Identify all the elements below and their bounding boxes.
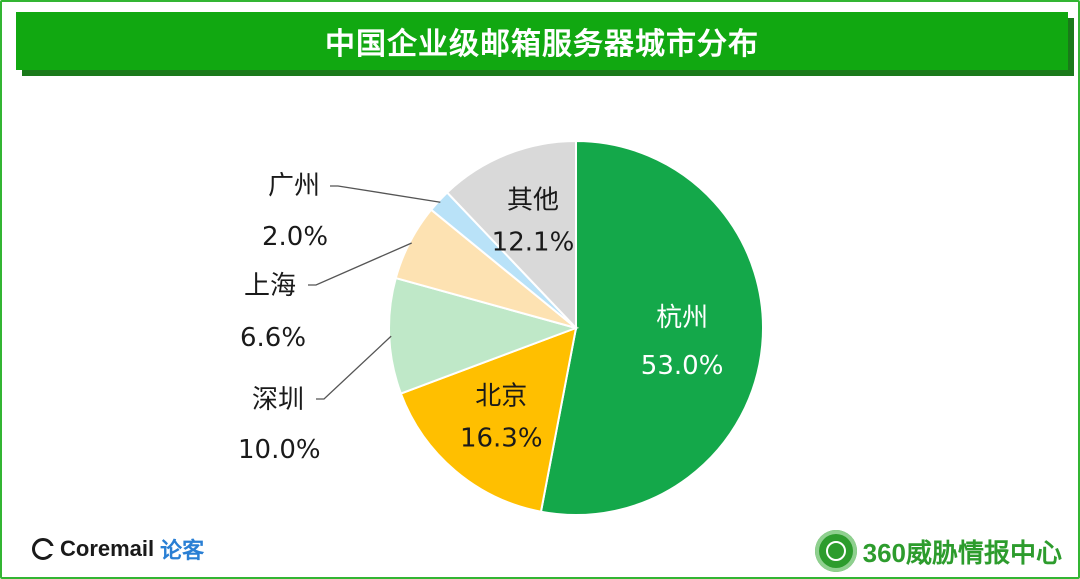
chart-title: 中国企业级邮箱服务器城市分布 [325, 27, 759, 62]
pie-slices [388, 139, 764, 516]
coremail-sub-brand: 论客 [160, 539, 205, 564]
slice-labels: 杭州 53.0% 北京 16.3% 深圳 10.0% 上海 6.6% 广州 2.0% 其他 12.1% [238, 171, 723, 465]
slice-1-value-label: 53.0% [641, 351, 724, 381]
slice-1-name-label: 杭州 [656, 303, 708, 333]
slice-2-value-label: 16.3% [460, 424, 543, 454]
slice-4-name-label: 上海 [244, 271, 296, 301]
qihoo-360-logo: 360威胁情报中心 [814, 530, 1062, 572]
emblem-icon [814, 530, 857, 572]
slice-5-value-label: 2.0% [262, 222, 328, 252]
leader-lines [308, 185, 441, 400]
threat-intel-brand: 360威胁情报中心 [862, 537, 1062, 568]
slice-6-wedge [445, 139, 577, 331]
slice-3-leader-line [316, 335, 392, 400]
coremail-logo: Coremail 论客 [32, 533, 204, 565]
coremail-brand: Coremail [60, 536, 155, 561]
title-bar: 中国企业级邮箱服务器城市分布 [16, 12, 1068, 70]
slice-3-value-label: 10.0% [238, 435, 321, 465]
slice-6-value-label: 12.1% [492, 227, 575, 257]
slice-3-name-label: 深圳 [252, 385, 304, 415]
coremail-mark-icon [32, 538, 55, 560]
slice-2-wedge [399, 326, 578, 513]
slice-6-name-label: 其他 [507, 185, 559, 215]
slice-3-wedge [388, 276, 580, 395]
slice-5-leader-line [330, 185, 441, 203]
slice-2-name-label: 北京 [475, 382, 527, 412]
slice-1-wedge [539, 139, 764, 516]
slice-4-leader-line [308, 242, 412, 286]
slice-5-name-label: 广州 [268, 171, 320, 201]
slice-4-value-label: 6.6% [240, 323, 306, 353]
